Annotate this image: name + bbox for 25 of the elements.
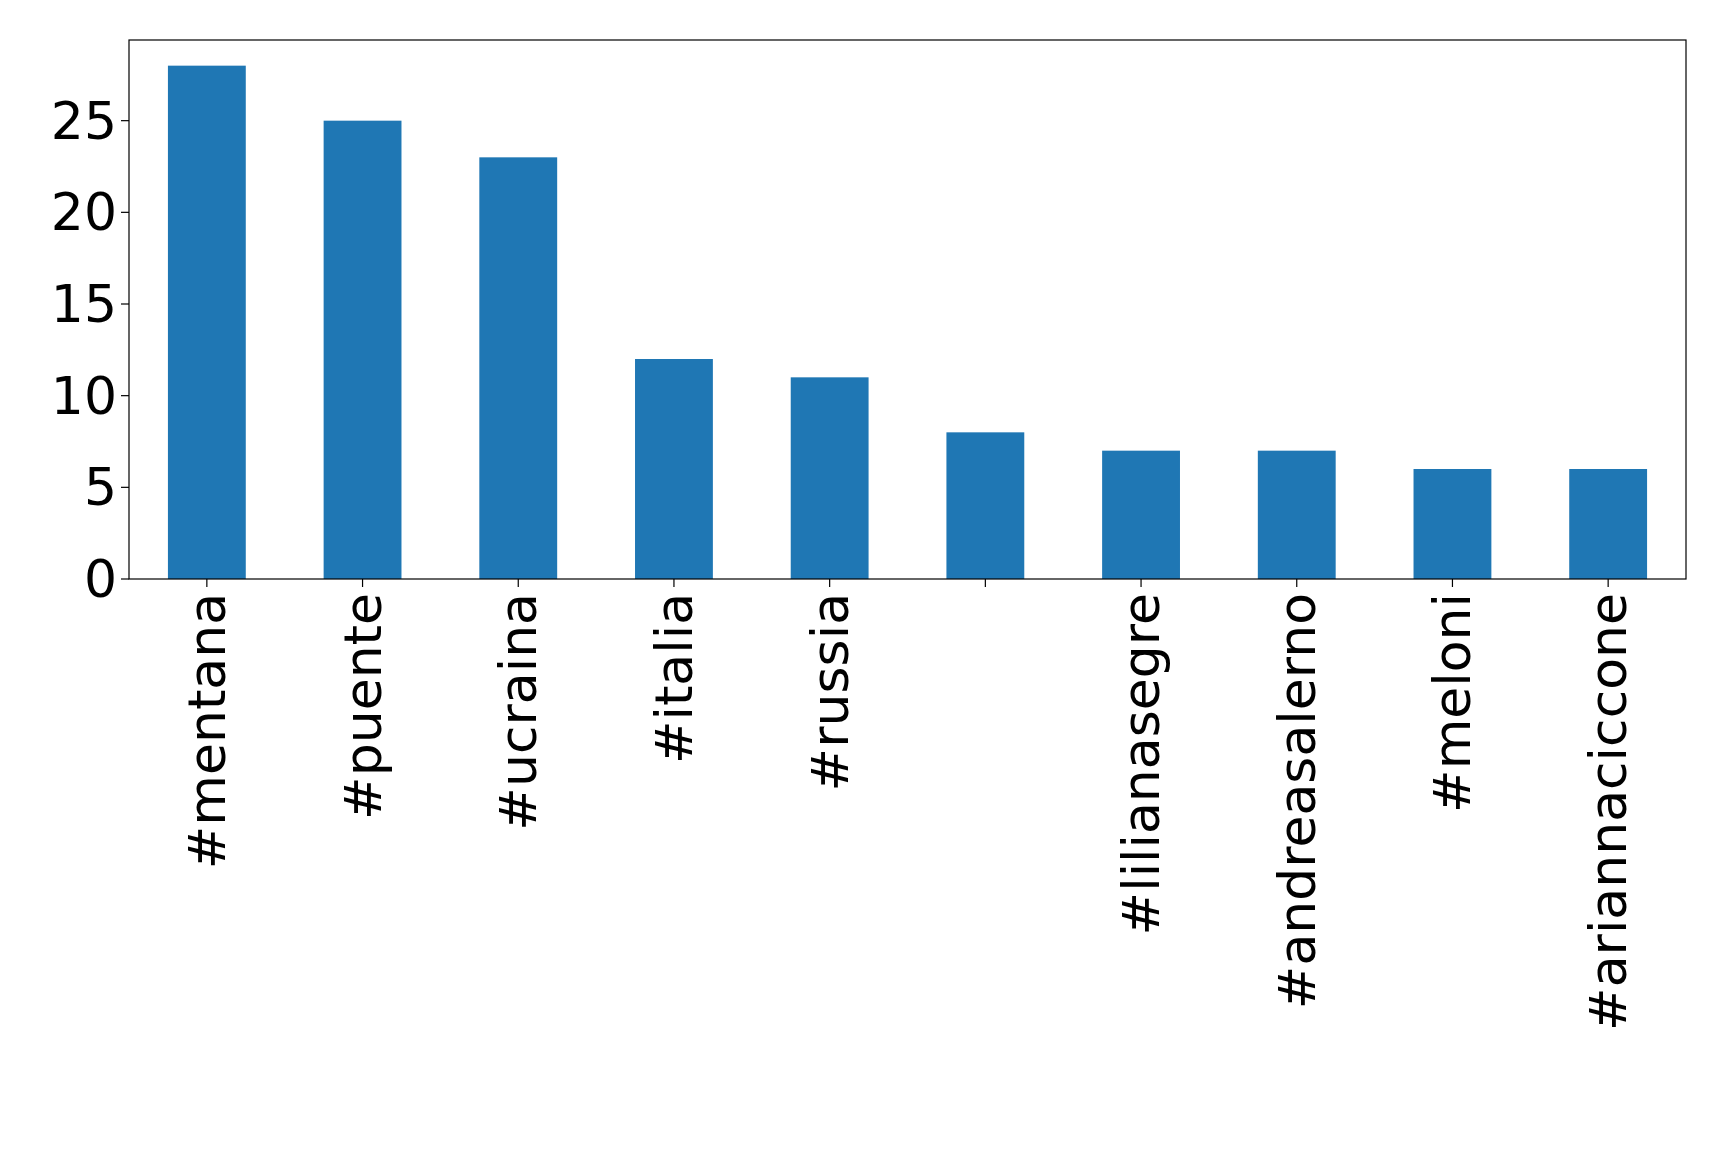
bar	[1102, 450, 1180, 579]
x-tick-label: #puente	[332, 593, 393, 820]
y-tick-label: 15	[50, 274, 117, 334]
bar	[1257, 450, 1336, 579]
x-tick-label: #meloni	[1422, 593, 1483, 813]
bar	[790, 377, 869, 579]
bar	[479, 157, 558, 579]
y-tick-label: 10	[50, 365, 117, 426]
x-tick-label: #russia	[799, 593, 860, 792]
bar	[323, 120, 402, 579]
y-tick-label: 20	[50, 182, 117, 243]
x-tick-label: #ucraina	[488, 593, 549, 831]
y-tick-label: 25	[50, 90, 117, 151]
x-tick-label: #ariannaciccone	[1578, 593, 1639, 1031]
bar	[1569, 469, 1648, 579]
bar	[946, 432, 1025, 579]
x-tick-label: #lilianasegre	[1111, 593, 1172, 936]
y-tick-label: 5	[83, 457, 117, 518]
x-tick-label: #italia	[643, 593, 704, 765]
bar	[167, 65, 246, 579]
x-tick-label: #mentana	[176, 593, 237, 870]
y-tick-label: 0	[83, 549, 117, 609]
x-tick-label: #andreasalerno	[1266, 593, 1327, 1010]
bar	[1413, 469, 1492, 579]
bar	[635, 359, 713, 579]
